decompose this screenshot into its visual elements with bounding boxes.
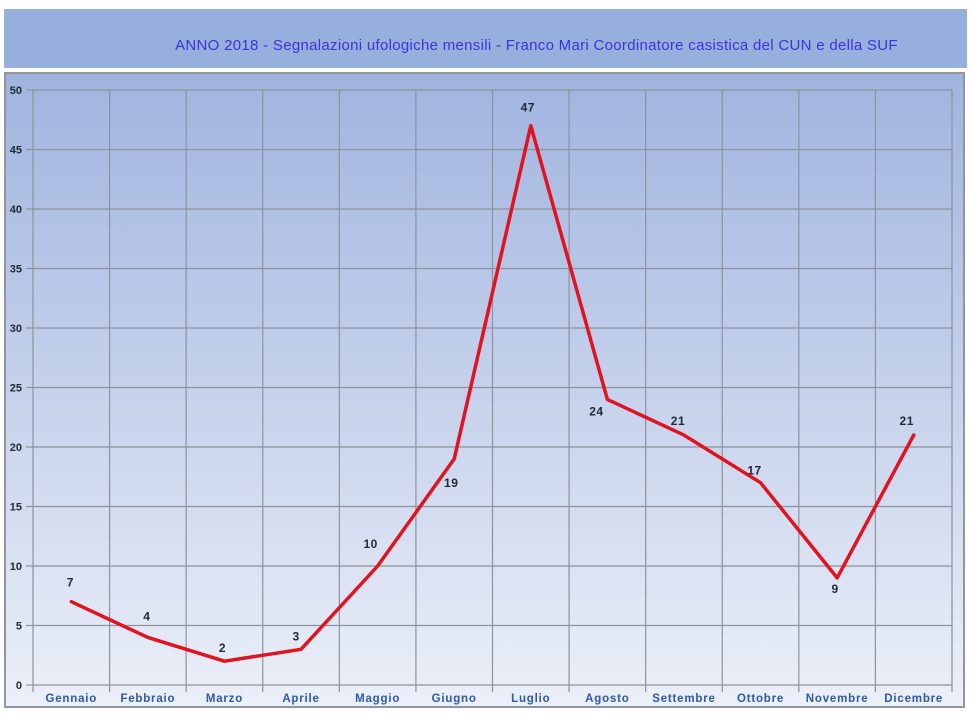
chart-title: ANNO 2018 - Segnalazioni ufologiche mens…: [175, 37, 898, 54]
chart-panel: [4, 72, 965, 708]
chart-title-band: ANNO 2018 - Segnalazioni ufologiche mens…: [4, 9, 967, 68]
